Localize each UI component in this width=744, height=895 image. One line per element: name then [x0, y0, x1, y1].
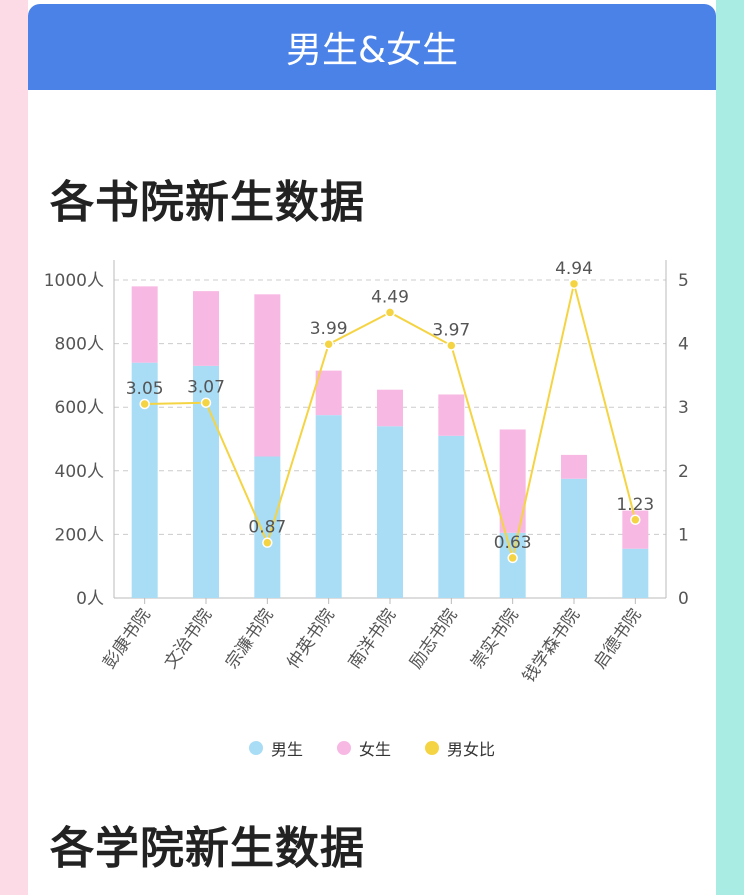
ratio-data-label: 3.97 — [432, 321, 470, 341]
x-tick-label: 励志书院 — [406, 605, 461, 672]
bar-male — [315, 415, 342, 598]
y-left-tick-label: 200人 — [55, 525, 104, 545]
legend-label-male: 男生 — [270, 740, 303, 759]
y-left-tick-label: 0人 — [76, 589, 104, 609]
header-bar: 男生&女生 — [28, 4, 716, 90]
bar-male — [438, 435, 465, 598]
x-tick-label: 仲英书院 — [283, 605, 338, 672]
bar-male — [622, 548, 649, 598]
ratio-data-label: 3.99 — [310, 319, 348, 339]
y-right-tick-label: 5 — [678, 271, 689, 291]
school-section-title: 各学院新生数据 — [50, 823, 365, 874]
bar-male — [254, 456, 281, 598]
college-section-title: 各书院新生数据 — [50, 177, 365, 228]
bar-female — [438, 394, 465, 436]
legend-item-ratio[interactable]: 男女比 — [425, 736, 495, 760]
y-left-tick-label: 1000人 — [44, 271, 104, 291]
legend-item-male[interactable]: 男生 — [248, 736, 303, 760]
bar-female — [193, 291, 219, 366]
ratio-data-label: 0.63 — [494, 533, 532, 553]
ratio-point — [200, 397, 212, 408]
ratio-point — [568, 278, 580, 290]
legend-label-ratio: 男女比 — [447, 740, 496, 759]
ratio-data-label: 1.23 — [616, 495, 654, 515]
ratio-point — [139, 398, 150, 410]
ratio-point — [262, 537, 273, 548]
bar-male — [377, 426, 403, 598]
ratio-data-label: 0.87 — [248, 518, 286, 538]
bar-female — [131, 286, 158, 363]
left-decor-strip — [0, 0, 28, 895]
chart-legend: 男生 女生 男女比 — [28, 736, 716, 760]
legend-dot-female — [336, 741, 351, 755]
bar-female — [561, 454, 587, 479]
ratio-data-label: 4.94 — [555, 259, 593, 279]
legend-dot-male — [248, 741, 263, 755]
y-left-tick-label: 400人 — [55, 462, 104, 482]
bar-female — [377, 389, 403, 427]
y-left-tick-label: 600人 — [55, 398, 104, 418]
legend-item-female[interactable]: 女生 — [336, 736, 391, 760]
y-right-tick-label: 3 — [678, 398, 689, 418]
y-right-tick-label: 2 — [678, 462, 689, 482]
y-right-tick-label: 0 — [678, 589, 689, 609]
ratio-point — [630, 514, 641, 526]
x-tick-label: 彭康书院 — [99, 605, 154, 672]
x-tick-label: 崇实书院 — [467, 605, 522, 672]
ratio-point — [507, 552, 518, 564]
x-tick-label: 启德书院 — [590, 605, 645, 672]
x-tick-label: 钱学森书院 — [519, 605, 584, 686]
y-right-tick-label: 4 — [678, 335, 689, 355]
legend-label-female: 女生 — [358, 740, 391, 759]
legend-dot-ratio — [425, 741, 439, 755]
bar-male — [561, 478, 587, 598]
ratio-data-label: 3.05 — [126, 379, 164, 399]
college-chart: 0人 200人 400人 600人 800人 1000人 0 1 2 3 4 5 彭康书院 文治书院 宗濂书… — [44, 259, 689, 687]
bar-male — [499, 532, 526, 598]
ratio-data-label: 4.49 — [371, 287, 409, 307]
ratio-data-label: 3.07 — [187, 378, 225, 398]
y-right-tick-label: 1 — [678, 525, 689, 545]
ratio-point — [323, 338, 334, 350]
header-title: 男生&女生 — [285, 30, 459, 71]
bar-female — [315, 370, 342, 416]
content-card: 男生&女生 各书院新生数据 0人 200人 400人 600人 800人 1000人 0 1 2… — [28, 0, 716, 895]
x-tick-label: 南洋书院 — [345, 605, 400, 672]
x-tick-label: 文治书院 — [161, 605, 216, 672]
ratio-point — [384, 307, 396, 318]
bar-female — [254, 294, 281, 457]
right-decor-strip — [716, 0, 744, 895]
y-left-tick-label: 800人 — [55, 335, 104, 355]
ratio-point — [446, 340, 457, 351]
x-tick-label: 宗濂书院 — [222, 605, 277, 672]
